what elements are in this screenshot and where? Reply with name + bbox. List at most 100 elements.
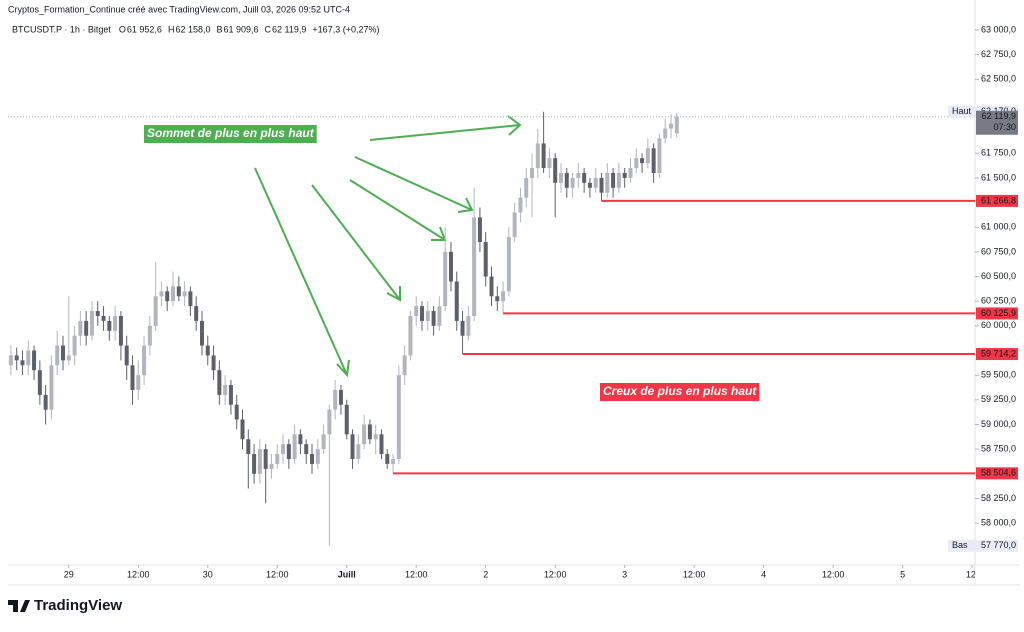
candle-body [78,320,83,336]
candle-body [628,168,633,178]
candle-body [246,439,251,455]
candle-body [611,172,616,188]
x-tick-label: 12:00 [266,569,289,579]
legend-symbol: BTCUSDT.P · 1h · Bitget [12,24,111,34]
candle-body [599,177,604,193]
candle-body [448,251,453,282]
candle-body [304,444,309,455]
candle-body [564,172,569,188]
candle-body [518,197,523,213]
x-tick-label: 30 [203,569,213,579]
candle-body [188,291,193,307]
candle-body [228,385,233,405]
x-tick-label: 4 [761,569,766,579]
candle-body [194,306,199,321]
candle-body [315,449,320,464]
candle-body [553,158,558,183]
y-tick-label: 60 000,0 [981,320,1016,330]
arrow [349,179,446,241]
candle-body [153,296,158,326]
header: Cryptos_Formation_Continue créé avec Tra… [8,4,350,14]
legend-key: H [168,24,175,34]
candle-body [298,434,303,445]
candle-body [257,449,262,474]
candle-body [477,217,482,243]
level-badge [976,307,1018,320]
candle-body [605,172,610,193]
x-tick-label: 12:00 [127,569,150,579]
candle-body [37,370,42,395]
candle-body [89,311,94,336]
x-tick-label: 12:00 [544,569,567,579]
candle-body [333,389,338,410]
candle-body [107,320,112,331]
candle-body [101,315,106,321]
y-tick-label: 59 500,0 [981,370,1016,380]
candle-body [489,276,494,297]
low-label: 57 770,0 [981,540,1016,550]
candle-body [576,172,581,178]
logo: TradingView [8,597,122,614]
level-label: 60 125,9 [981,308,1016,318]
annotation: Creux de plus en plus haut [600,383,760,401]
candle-body [142,345,147,376]
y-tick-label: 58 000,0 [981,517,1016,527]
y-tick-label: 60 500,0 [981,271,1016,281]
arrow [354,156,473,211]
y-tick-label: 62 500,0 [981,74,1016,84]
candle-body [165,291,170,302]
candle-body [344,404,349,435]
candle-body [362,424,367,445]
candle-body [616,172,621,188]
candle-body [431,311,436,326]
annotation: Sommet de plus en plus haut [144,125,317,143]
y-tick-label: 58 750,0 [981,443,1016,453]
candle-body [587,182,592,188]
annotation-text: Creux de plus en plus haut [603,384,757,398]
candle-body [558,172,563,183]
candle-body [570,177,575,188]
candle-body [211,355,216,371]
candle-body [454,281,459,321]
candle-body [524,177,529,198]
arrow-head [457,197,474,213]
candle-body [472,217,477,316]
level-label: 58 504,6 [981,468,1016,478]
candle-body [321,434,326,450]
y-tick-label: 61 750,0 [981,148,1016,158]
level-badge [976,467,1018,480]
candle-body [61,345,66,361]
y-tick-label: 59 250,0 [981,394,1016,404]
candle-body [118,315,123,346]
annotation-text: Sommet de plus en plus haut [147,126,315,140]
arrow [254,167,348,376]
candle-body [356,444,361,459]
candle-body [66,355,71,361]
legend-value: 62 119,9 [272,24,306,34]
candle-body [640,158,645,164]
x-tick-label: 2 [483,569,488,579]
candle-body [402,355,407,376]
candle-body [414,306,419,316]
candle-body [391,458,396,464]
arrow [311,184,401,301]
candle-body [663,128,668,139]
candle-body [309,454,314,464]
candle-body [14,355,19,361]
candle-body [379,434,384,455]
candle-body [32,350,37,371]
candle-body [136,375,141,390]
candle-body [495,296,500,302]
candle-body [460,320,465,336]
x-tick-label: 3 [622,569,627,579]
y-tick-label: 58 250,0 [981,493,1016,503]
logo-text: TradingView [34,597,122,614]
logo-icon [8,600,30,612]
legend: BTCUSDT.P · 1h · Bitget O 61 952,6 H 62 158,… [12,24,379,34]
candle-body [281,444,286,455]
legend-value: 61 909,6 [224,24,259,34]
x-tick-label: 29 [64,569,74,579]
x-tick-label: 5 [900,569,905,579]
last-badge [976,110,1018,135]
level-badge [976,194,1018,207]
